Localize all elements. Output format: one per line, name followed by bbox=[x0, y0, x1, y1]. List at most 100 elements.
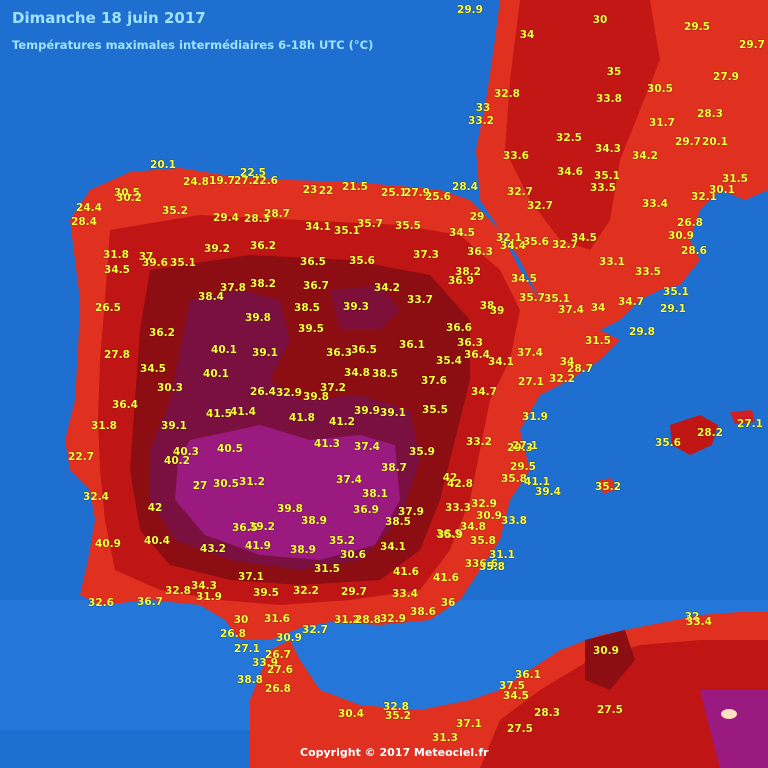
temperature-label: 39.9 bbox=[354, 405, 380, 417]
temperature-label: 43.2 bbox=[200, 543, 226, 555]
temperature-label: 31.2 bbox=[334, 614, 360, 626]
temperature-label: 22 bbox=[318, 185, 334, 197]
temperature-label: 37.4 bbox=[336, 474, 362, 486]
temperature-label: 34.3 bbox=[191, 580, 217, 592]
temperature-label: 33.2 bbox=[468, 115, 494, 127]
temperature-label: 30.9 bbox=[668, 230, 694, 242]
map-subtitle: Températures maximales intermédiaires 6-… bbox=[12, 38, 374, 52]
temperature-label: 28.3 bbox=[534, 707, 560, 719]
temperature-label: 29.8 bbox=[629, 326, 655, 338]
temperature-label: 22.7 bbox=[68, 451, 94, 463]
temperature-label: 30.5 bbox=[213, 478, 239, 490]
temperature-label: 32.1 bbox=[496, 232, 522, 244]
temperature-label: 27.9 bbox=[404, 187, 430, 199]
temperature-label: 30.1 bbox=[709, 184, 735, 196]
temperature-label: 32.8 bbox=[165, 585, 191, 597]
temperature-label: 38.2 bbox=[250, 278, 276, 290]
temperature-label: 34 bbox=[590, 302, 606, 314]
temperature-label: 30 bbox=[233, 614, 249, 626]
temperature-label: 35.5 bbox=[422, 404, 448, 416]
temperature-label: 35.2 bbox=[385, 710, 411, 722]
temperature-label: 36.1 bbox=[399, 339, 425, 351]
temperature-label: 34.6 bbox=[557, 166, 583, 178]
peak-marker bbox=[721, 709, 737, 719]
temperature-label: 35.1 bbox=[663, 286, 689, 298]
temperature-label: 27.1 bbox=[512, 440, 538, 452]
temperature-label: 36.5 bbox=[232, 522, 258, 534]
temperature-label: 39.1 bbox=[252, 347, 278, 359]
temperature-label: 26.5 bbox=[95, 302, 121, 314]
temperature-label: 28.4 bbox=[71, 216, 97, 228]
temperature-label: 37.4 bbox=[354, 441, 380, 453]
temperature-label: 35.2 bbox=[595, 481, 621, 493]
temperature-label: 32.7 bbox=[527, 200, 553, 212]
temperature-label: 35.9 bbox=[437, 529, 463, 541]
temperature-label: 34.4 bbox=[500, 240, 526, 252]
temperature-label: 38.5 bbox=[294, 302, 320, 314]
temperature-label: 26.8 bbox=[265, 683, 291, 695]
temperature-label: 29.7 bbox=[675, 136, 701, 148]
temperature-label: 41.9 bbox=[245, 540, 271, 552]
temperature-label: 24.4 bbox=[76, 202, 102, 214]
temperature-label: 33.1 bbox=[599, 256, 625, 268]
temperature-label: 35.1 bbox=[594, 170, 620, 182]
temperature-label: 32.9 bbox=[276, 387, 302, 399]
temperature-label: 41.4 bbox=[230, 406, 256, 418]
temperature-label: 39.1 bbox=[161, 420, 187, 432]
temperature-label: 35.9 bbox=[409, 446, 435, 458]
temperature-label: 34.5 bbox=[140, 363, 166, 375]
temperature-label: 35.6 bbox=[655, 437, 681, 449]
temperature-label: 38.2 bbox=[455, 266, 481, 278]
temperature-label: 34.8 bbox=[344, 367, 370, 379]
north-africa-extreme-zone bbox=[700, 690, 768, 768]
temperature-label: 36.3 bbox=[467, 246, 493, 258]
temperature-label: 35 bbox=[606, 66, 622, 78]
temperature-label: 35.8 bbox=[470, 535, 496, 547]
temperature-label: 34.1 bbox=[488, 356, 514, 368]
temperature-label: 31.5 bbox=[722, 173, 748, 185]
temperature-label: 32.1 bbox=[691, 191, 717, 203]
temperature-label: 36.7 bbox=[303, 280, 329, 292]
temperature-label: 25.1 bbox=[381, 187, 407, 199]
temperature-label: 37.9 bbox=[398, 506, 424, 518]
temperature-label: 30 bbox=[592, 14, 608, 26]
temperature-label: 32.6 bbox=[88, 597, 114, 609]
temperature-label: 33.6 bbox=[503, 150, 529, 162]
temperature-label: 36.2 bbox=[149, 327, 175, 339]
temperature-label: 26.7 bbox=[265, 649, 291, 661]
temperature-label: 24.8 bbox=[183, 176, 209, 188]
temperature-label: 41.6 bbox=[393, 566, 419, 578]
temperature-label: 32.7 bbox=[507, 186, 533, 198]
temperature-label: 28.3 bbox=[244, 213, 270, 225]
temperature-label: 30.9 bbox=[593, 645, 619, 657]
temperature-label: 40.2 bbox=[164, 455, 190, 467]
temperature-label: 30.6 bbox=[340, 549, 366, 561]
temperature-label: 38.5 bbox=[385, 516, 411, 528]
temperature-label: 39.5 bbox=[253, 587, 279, 599]
temperature-label: 34 bbox=[519, 29, 535, 41]
temperature-label: 38.9 bbox=[290, 544, 316, 556]
temperature-label: 27.6 bbox=[267, 664, 293, 676]
temperature-label: 32.8 bbox=[494, 88, 520, 100]
temperature-label: 29.7 bbox=[739, 39, 765, 51]
temperature-label: 37.4 bbox=[517, 347, 543, 359]
temperature-label: 29 bbox=[469, 211, 485, 223]
temperature-label: 31.7 bbox=[649, 117, 675, 129]
temperature-label: 34.5 bbox=[511, 273, 537, 285]
temperature-label: 30.5 bbox=[647, 83, 673, 95]
temperature-label: 32.7 bbox=[302, 624, 328, 636]
temperature-label: 38.4 bbox=[198, 291, 224, 303]
temperature-label: 35.1 bbox=[170, 257, 196, 269]
temperature-label: 30.4 bbox=[338, 708, 364, 720]
temperature-label: 35.5 bbox=[395, 220, 421, 232]
temperature-label: 37.1 bbox=[456, 718, 482, 730]
temperature-label: 39.1 bbox=[380, 407, 406, 419]
temperature-label: 36 bbox=[440, 597, 456, 609]
ibiza-island bbox=[600, 478, 615, 494]
temperature-label: 34.8 bbox=[460, 521, 486, 533]
temperature-label: 39.3 bbox=[343, 301, 369, 313]
temperature-label: 35.1 bbox=[544, 293, 570, 305]
temperature-label: 37.8 bbox=[220, 282, 246, 294]
temperature-label: 40.1 bbox=[211, 344, 237, 356]
france-hot-zone bbox=[505, 0, 660, 250]
